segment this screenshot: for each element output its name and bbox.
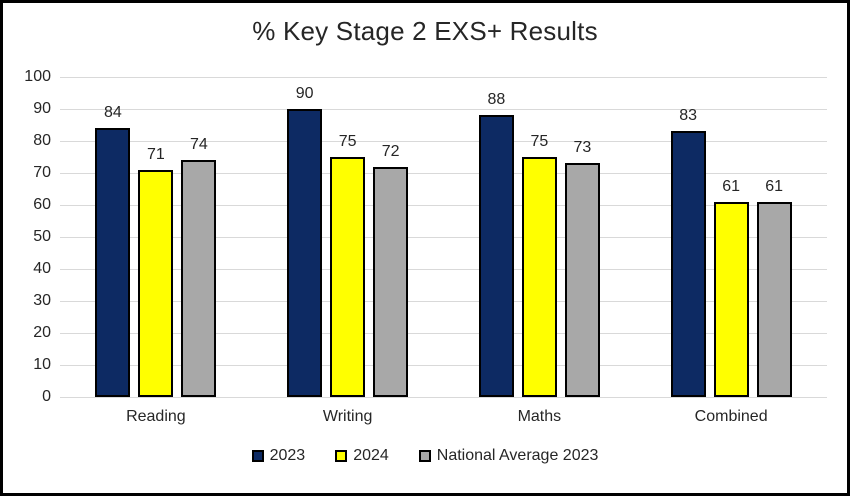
gridline-60 xyxy=(60,204,827,206)
gridline-10 xyxy=(60,364,827,366)
bar-combined-2023 xyxy=(670,131,706,397)
bar-maths-2023 xyxy=(478,115,514,397)
bar-writing-national-average-2023 xyxy=(373,166,409,397)
y-tick-label-60: 60 xyxy=(33,196,51,213)
data-label-combined-2023: 83 xyxy=(679,107,698,125)
bar-combined-2024 xyxy=(713,201,749,397)
x-category-label-maths: Maths xyxy=(517,408,562,425)
y-tick-label-0: 0 xyxy=(42,388,51,405)
legend-label: 2024 xyxy=(353,447,389,464)
data-label-writing-2023: 90 xyxy=(295,85,314,102)
data-label-combined-2024: 61 xyxy=(722,177,741,195)
gridline-20 xyxy=(60,332,827,334)
y-tick-label-100: 100 xyxy=(24,68,51,85)
data-label-maths-2024: 75 xyxy=(530,133,549,150)
legend-swatch-icon xyxy=(418,450,431,462)
bar-reading-2023 xyxy=(95,128,131,397)
legend-item-2023: 2023 xyxy=(251,447,306,465)
y-tick-label-90: 90 xyxy=(33,100,51,117)
gridline-50 xyxy=(60,236,827,238)
x-category-label-combined: Combined xyxy=(694,408,768,425)
data-label-reading-national-average-2023: 74 xyxy=(189,136,208,154)
gridline-100 xyxy=(60,76,827,78)
gridline-80 xyxy=(60,140,827,142)
legend-item-2024: 2024 xyxy=(335,447,389,465)
gridline-0 xyxy=(60,396,827,398)
bar-writing-2023 xyxy=(287,109,323,397)
legend-swatch-icon xyxy=(335,450,348,462)
data-label-writing-2024: 75 xyxy=(338,133,357,150)
y-tick-label-20: 20 xyxy=(33,324,51,341)
data-label-reading-2024: 71 xyxy=(146,145,165,163)
gridline-30 xyxy=(60,300,827,302)
y-tick-label-50: 50 xyxy=(33,228,51,245)
data-label-writing-national-average-2023: 72 xyxy=(381,142,400,160)
data-label-maths-national-average-2023: 73 xyxy=(573,139,592,157)
x-category-label-writing: Writing xyxy=(322,408,373,425)
legend: 2023 2024 National Average 2023 xyxy=(3,447,847,465)
bar-reading-2024 xyxy=(138,169,174,397)
bar-maths-national-average-2023 xyxy=(564,163,600,397)
gridline-70 xyxy=(60,172,827,174)
bar-maths-2024 xyxy=(521,157,557,397)
y-tick-label-30: 30 xyxy=(33,292,51,309)
plot-area: 84 71 74 90 75 72 88 75 73 83 61 61 xyxy=(60,76,827,398)
data-label-maths-2023: 88 xyxy=(487,91,506,109)
data-label-combined-national-average-2023: 61 xyxy=(765,177,784,195)
y-tick-label-40: 40 xyxy=(33,260,51,277)
legend-label: 2023 xyxy=(269,447,306,464)
bar-combined-national-average-2023 xyxy=(756,201,792,397)
y-tick-label-10: 10 xyxy=(33,356,51,373)
legend-swatch-icon xyxy=(251,450,264,462)
y-tick-label-80: 80 xyxy=(33,132,51,149)
bar-reading-national-average-2023 xyxy=(181,160,217,397)
x-category-label-reading: Reading xyxy=(126,408,186,425)
gridline-40 xyxy=(60,268,827,270)
legend-item-national-average-2023: National Average 2023 xyxy=(418,447,599,465)
data-label-reading-2023: 84 xyxy=(103,104,122,122)
chart-title: % Key Stage 2 EXS+ Results xyxy=(252,16,598,46)
y-tick-label-70: 70 xyxy=(33,164,51,181)
gridline-90 xyxy=(60,108,827,110)
bar-writing-2024 xyxy=(330,157,366,397)
legend-label: National Average 2023 xyxy=(436,447,599,464)
